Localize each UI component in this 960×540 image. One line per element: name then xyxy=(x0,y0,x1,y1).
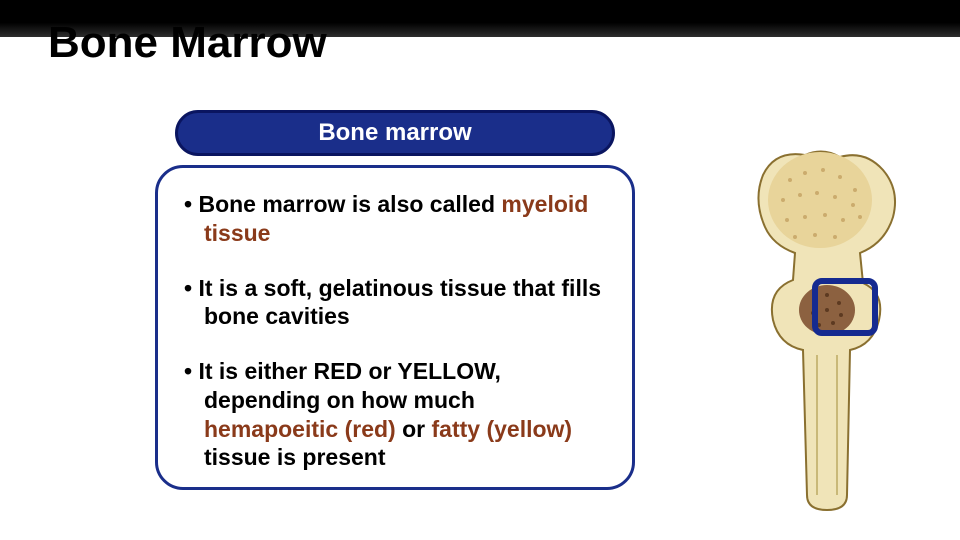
bullet-3-pre: It is either RED or YELLOW, depending on… xyxy=(198,358,500,413)
content-box: Bone marrow is also called myeloid tissu… xyxy=(155,165,635,490)
bullet-1: Bone marrow is also called myeloid tissu… xyxy=(184,190,606,248)
subtitle-text: Bone marrow xyxy=(318,119,471,147)
subtitle-pill: Bone marrow xyxy=(175,110,615,156)
bullet-1-pre: Bone marrow is also called xyxy=(198,191,501,217)
bullet-2: It is a soft, gelatinous tissue that fil… xyxy=(184,274,606,332)
bullet-3-em1: hemapoeitic (red) xyxy=(204,416,396,442)
bullet-3-em2: fatty (yellow) xyxy=(432,416,573,442)
bullet-3: It is either RED or YELLOW, depending on… xyxy=(184,357,606,472)
bullet-3-post: tissue is present xyxy=(204,444,386,470)
slide-title: Bone Marrow xyxy=(48,18,327,68)
bullet-2-pre: It is a soft, gelatinous tissue that fil… xyxy=(198,275,601,330)
marrow-highlight-box xyxy=(812,278,878,336)
bullet-3-mid: or xyxy=(396,416,432,442)
